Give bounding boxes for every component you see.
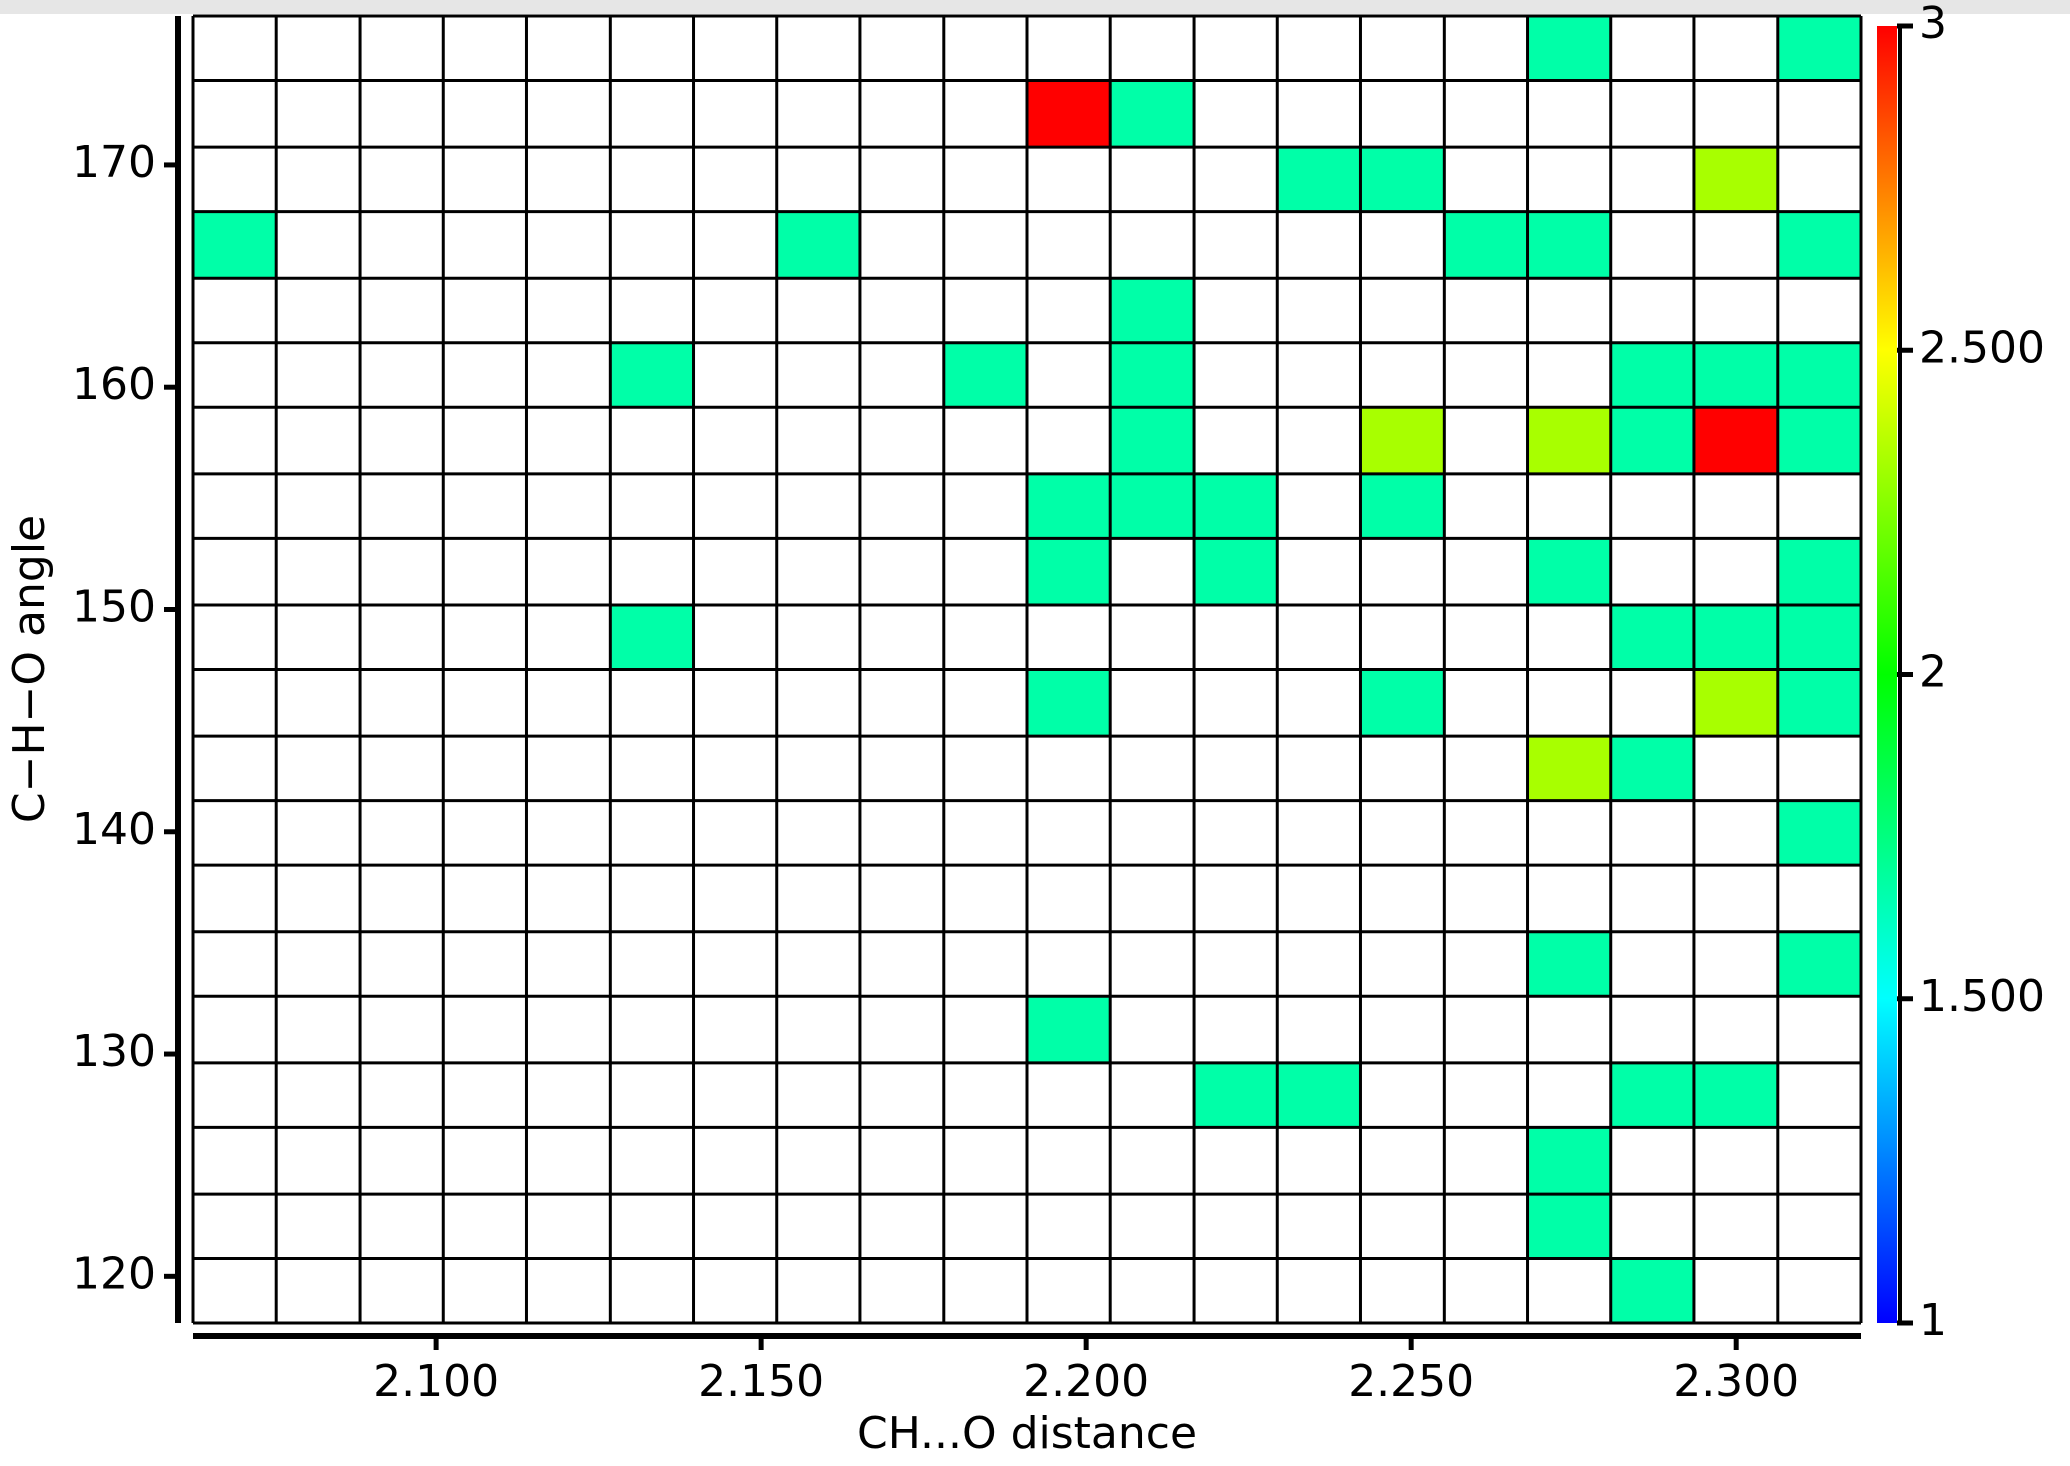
heatmap-cell [1527, 16, 1611, 81]
x-tick-label: 2.300 [1673, 1356, 1799, 1407]
heatmap-cell [1110, 342, 1195, 408]
heatmap-cell [1693, 147, 1778, 212]
y-tick-label: 150 [72, 581, 156, 632]
heatmap-cell [776, 211, 860, 279]
colorbar [1877, 26, 1897, 1323]
heatmap-cell [1693, 342, 1778, 408]
heatmap-cell [1527, 1194, 1611, 1259]
heatmap-cell [1527, 1127, 1611, 1195]
heatmap-cell [1027, 996, 1111, 1063]
heatmap-cell [1777, 800, 1861, 866]
colorbar-tick-label: 2 [1919, 647, 1947, 698]
colorbar-tick-label: 1.500 [1919, 971, 2045, 1022]
heatmap-cell [1277, 1062, 1361, 1128]
y-tick-label: 140 [72, 804, 156, 855]
heatmap-cell [1444, 211, 1528, 279]
heatmap-cell [1027, 80, 1111, 148]
heatmap-cell [1527, 211, 1611, 279]
colorbar-tick-label: 1 [1919, 1295, 1947, 1346]
y-tick-label: 120 [72, 1248, 156, 1299]
x-tick-label: 2.200 [1023, 1356, 1149, 1407]
heatmap-cell [1777, 669, 1861, 737]
heatmap-cell [1110, 278, 1195, 343]
heatmap-cell [193, 211, 277, 279]
heatmap-cell [1110, 407, 1195, 474]
heatmap-cell [1610, 1062, 1694, 1128]
heatmap-cell [1610, 342, 1694, 408]
x-axis-label: CH...O distance [857, 1408, 1197, 1459]
heatmap-cell [1610, 407, 1694, 474]
heatmap-cell [1777, 342, 1861, 408]
heatmap-cell [610, 342, 694, 408]
heatmap-cell [1777, 16, 1861, 81]
heatmap-cell [1527, 407, 1611, 474]
heatmap-cell [1693, 407, 1778, 474]
heatmap-cell [943, 342, 1027, 408]
y-tick-label: 170 [72, 137, 156, 188]
colorbar-tick-label: 3 [1919, 0, 1947, 49]
heatmap-cell [1527, 538, 1611, 606]
heatmap-cell [1360, 147, 1445, 212]
heatmap-cell [1194, 538, 1278, 606]
x-tick-label: 2.150 [698, 1356, 824, 1407]
heatmap-cell [1610, 1258, 1694, 1323]
y-axis-label: C−H−O angle [4, 515, 55, 823]
x-tick-label: 2.250 [1348, 1356, 1474, 1407]
heatmap-cell [1777, 605, 1861, 670]
y-tick-label: 130 [72, 1026, 156, 1077]
heatmap-cell [1527, 931, 1611, 997]
heatmap-cell [1693, 1062, 1778, 1128]
heatmap-cell [1277, 147, 1361, 212]
heatmap-cell [1194, 1062, 1278, 1128]
heatmap-cell [1527, 736, 1611, 801]
heatmap-cell [610, 605, 694, 670]
heatmap-cell [1360, 473, 1445, 539]
heatmap-cell [1777, 407, 1861, 474]
heatmap-cell [1110, 80, 1195, 148]
heatmap-cell [1110, 473, 1195, 539]
heatmap-cell [1610, 605, 1694, 670]
heatmap-cell [1610, 736, 1694, 801]
heatmap-cell [1777, 211, 1861, 279]
heatmap-cell [1693, 605, 1778, 670]
x-tick-label: 2.100 [373, 1356, 499, 1407]
y-tick-label: 160 [72, 359, 156, 410]
heatmap-cell [1027, 669, 1111, 737]
top-band [0, 0, 2070, 14]
heatmap-cell [1777, 538, 1861, 606]
heatmap-cell [1360, 669, 1445, 737]
heatmap-cell [1693, 669, 1778, 737]
heatmap-cell [1027, 538, 1111, 606]
heatmap-cell [1194, 473, 1278, 539]
heatmap-cell [1027, 473, 1111, 539]
colorbar-tick-label: 2.500 [1919, 322, 2045, 373]
heatmap-cell [1777, 931, 1861, 997]
heatmap-cell [1360, 407, 1445, 474]
